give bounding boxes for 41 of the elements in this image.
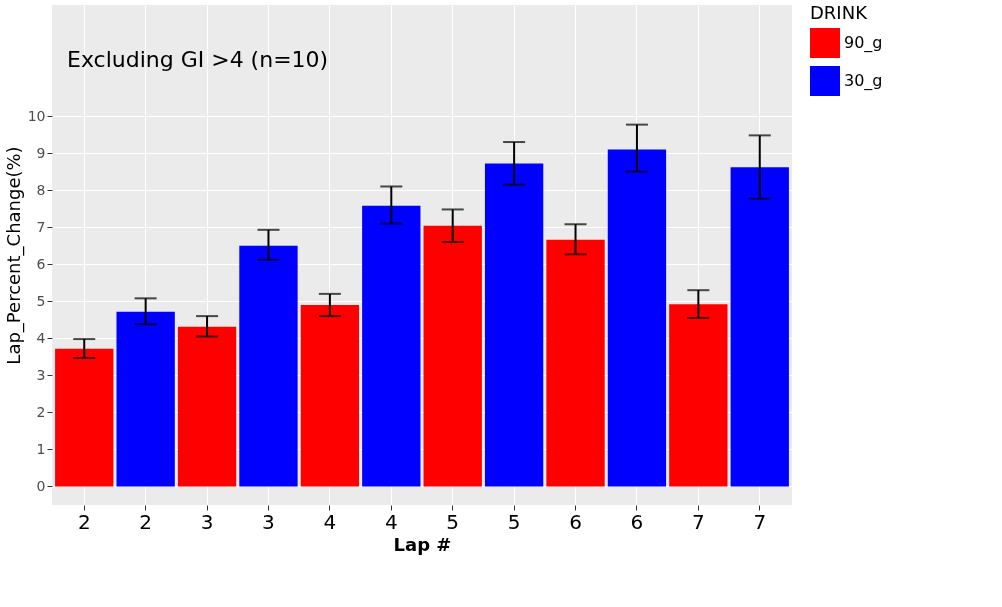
x-tick-label: 5 (507, 509, 521, 534)
y-tick-label: 6 (36, 255, 46, 272)
legend-label: 90_g (844, 33, 883, 53)
x-tick-label: 3 (200, 509, 214, 534)
y-tick-label: 8 (36, 181, 46, 198)
bar (484, 163, 544, 487)
bar (362, 205, 421, 487)
bar (423, 225, 482, 487)
x-axis-title: Lap # (393, 533, 452, 555)
legend-label: 30_g (844, 71, 883, 91)
x-tick-label: 7 (753, 509, 767, 534)
legend-title: DRINK (810, 2, 869, 23)
y-tick-label: 2 (36, 403, 46, 420)
x-tick-label: 6 (630, 509, 644, 534)
y-axis-title: Lap_Percent_Change(%) (2, 146, 25, 365)
bar (55, 348, 114, 487)
x-tick-label: 2 (77, 509, 91, 534)
annotation: Excluding GI >4 (n=10) (67, 47, 329, 72)
y-tick-label: 5 (36, 292, 46, 309)
x-tick-label: 5 (446, 509, 460, 534)
bar (546, 239, 605, 487)
bar (116, 311, 175, 487)
bar (730, 167, 789, 487)
y-tick-label: 7 (36, 218, 46, 235)
bar (300, 305, 360, 487)
y-tick-label: 9 (36, 144, 46, 161)
y-tick-label: 3 (36, 366, 46, 383)
x-tick-label: 6 (569, 509, 582, 534)
y-tick-label: 0 (36, 477, 46, 494)
x-tick-label: 2 (139, 509, 153, 534)
y-tick-label: 10 (27, 107, 46, 124)
y-tick-label: 4 (36, 329, 46, 346)
x-tick-label: 7 (691, 509, 705, 534)
bar (607, 149, 667, 487)
y-tick-label: 1 (36, 440, 46, 457)
bar (239, 245, 298, 487)
bar (669, 304, 728, 487)
x-tick-label: 4 (323, 509, 337, 534)
x-tick-label: 3 (262, 509, 275, 534)
x-tick-label: 4 (384, 509, 398, 534)
bar (177, 326, 237, 487)
